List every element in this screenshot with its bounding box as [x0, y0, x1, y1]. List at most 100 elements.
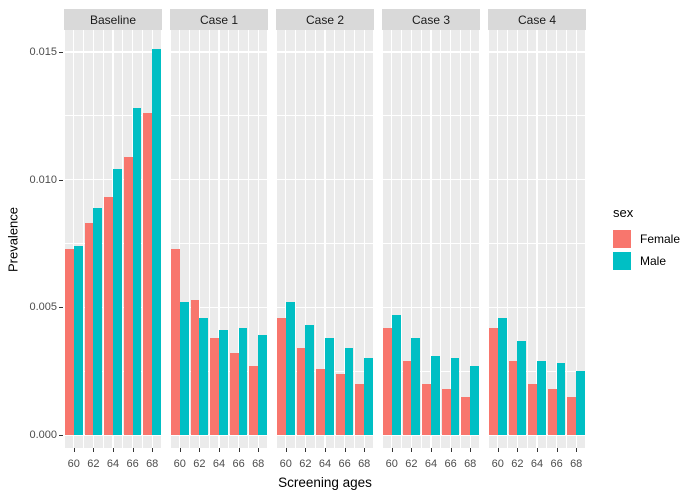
facet-strip-case-3: Case 3 — [382, 9, 480, 30]
gridline-vertical — [488, 30, 489, 448]
x-tick-mark — [325, 448, 326, 452]
bar-male-64 — [537, 360, 546, 435]
x-tick-mark — [411, 448, 413, 452]
bar-male-68 — [258, 335, 267, 435]
gridline-vertical — [122, 30, 124, 448]
gridline-vertical — [575, 30, 577, 448]
bar-male-62 — [199, 317, 209, 435]
gridline-major — [170, 178, 268, 181]
bar-male-68 — [470, 366, 479, 435]
y-tick-label: 0.010 — [29, 173, 57, 186]
bar-female-60 — [277, 317, 286, 435]
y-tick-mark — [59, 307, 63, 309]
gridline-vertical — [257, 30, 259, 448]
gridline-vertical — [343, 30, 346, 448]
bar-male-66 — [132, 108, 142, 435]
gridline-vertical — [102, 30, 104, 448]
x-tick-mark — [152, 448, 154, 452]
y-tick-label: 0.000 — [29, 429, 57, 441]
gridline-vertical — [334, 30, 336, 448]
bar-male-66 — [556, 363, 566, 435]
x-tick-mark — [113, 448, 114, 452]
gridline-major — [382, 306, 480, 308]
gridline-vertical — [420, 30, 422, 448]
x-tick-label: 68 — [252, 458, 265, 470]
y-tick-label: 0.005 — [29, 301, 57, 314]
bar-female-68 — [249, 366, 259, 435]
x-tick-label: 62 — [193, 458, 206, 470]
x-tick-label: 68 — [146, 458, 159, 470]
y-tick-label: 0.015 — [29, 45, 57, 58]
facet-strip-label: Case 1 — [199, 12, 239, 27]
x-tick-label: 62 — [511, 458, 524, 470]
bar-male-68 — [576, 371, 585, 435]
x-tick-mark — [219, 448, 220, 452]
gridline-major — [276, 51, 374, 53]
bar-male-60 — [179, 302, 189, 435]
facet-strip-label: Baseline — [89, 12, 137, 27]
bar-female-68 — [143, 113, 153, 435]
bar-female-62 — [296, 348, 306, 435]
gridline-vertical — [324, 30, 326, 448]
facet-strip-case-1: Case 1 — [170, 9, 268, 30]
bar-female-60 — [65, 248, 74, 435]
gridline-vertical — [382, 30, 383, 448]
x-tick-mark — [576, 448, 578, 452]
gridline-vertical — [555, 30, 558, 448]
gridline-vertical — [276, 30, 277, 448]
y-axis-title: Prevalence — [5, 206, 21, 273]
bar-female-60 — [171, 248, 180, 435]
gridline-major — [170, 51, 268, 53]
gridline-vertical — [218, 30, 220, 448]
bar-female-64 — [528, 383, 537, 435]
x-tick-label: 60 — [173, 458, 186, 470]
gridline-major — [488, 178, 586, 181]
x-tick-label: 66 — [338, 458, 351, 470]
x-tick-mark — [470, 448, 472, 452]
legend: sex Female Male — [613, 205, 698, 274]
bar-female-66 — [441, 389, 451, 435]
bar-female-66 — [123, 156, 133, 435]
gridline-vertical — [64, 30, 65, 448]
gridline-minor — [382, 243, 480, 244]
gridline-minor — [382, 115, 480, 117]
gridline-vertical — [459, 30, 462, 448]
gridline-vertical — [363, 30, 365, 448]
gridline-vertical — [516, 30, 519, 448]
legend-entry-male: Male — [613, 252, 698, 270]
gridline-major — [488, 51, 586, 53]
x-tick-label: 66 — [232, 458, 245, 470]
gridline-vertical — [198, 30, 201, 448]
x-tick-mark — [431, 448, 432, 452]
bar-female-64 — [422, 383, 431, 435]
bar-male-60 — [391, 314, 401, 435]
x-tick-label: 60 — [385, 458, 398, 470]
bar-female-68 — [355, 383, 365, 435]
gridline-vertical — [440, 30, 442, 448]
bar-male-64 — [219, 330, 228, 435]
gridline-major — [170, 434, 268, 436]
facet-strip-label: Case 3 — [411, 12, 451, 27]
gridline-vertical — [565, 30, 568, 448]
x-tick-label: 68 — [464, 458, 477, 470]
bar-male-68 — [364, 358, 373, 435]
bar-female-62 — [84, 223, 94, 435]
gridline-vertical — [285, 30, 287, 448]
legend-swatch-male — [613, 252, 631, 270]
legend-swatch-female — [613, 230, 631, 248]
x-tick-label: 62 — [299, 458, 312, 470]
x-tick-mark — [497, 448, 499, 452]
gridline-vertical — [141, 30, 144, 448]
gridline-vertical — [82, 30, 85, 448]
gridline-minor — [170, 243, 268, 244]
x-tick-mark — [364, 448, 366, 452]
gridline-vertical — [546, 30, 548, 448]
gridline-major — [170, 306, 268, 308]
gridline-vertical — [585, 30, 586, 448]
x-tick-mark — [73, 448, 75, 452]
gridline-vertical — [449, 30, 452, 448]
x-tick-label: 64 — [106, 458, 120, 470]
x-tick-mark — [450, 448, 452, 452]
y-tick-mark — [59, 435, 63, 436]
x-tick-mark — [517, 448, 519, 452]
